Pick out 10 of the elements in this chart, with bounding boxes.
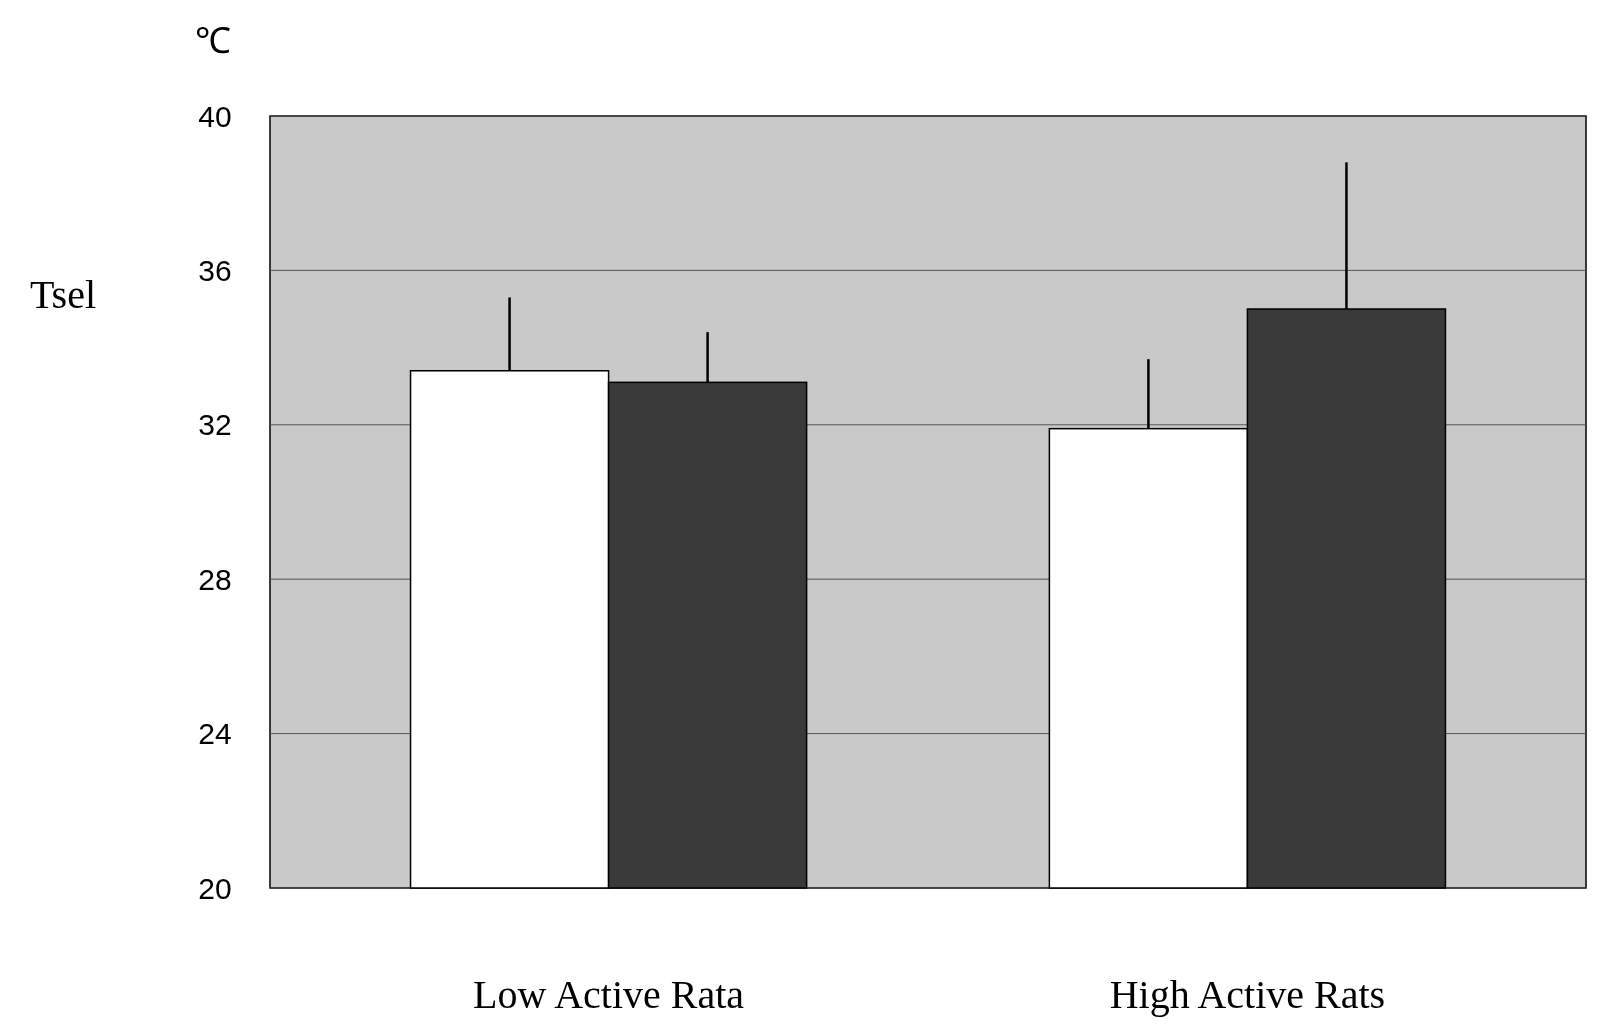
x-tick-label: High Active Rats (1109, 972, 1386, 1017)
y-tick-label: 32 (198, 408, 232, 442)
y-tick-label: 20 (198, 871, 232, 905)
y-axis-title: Tsel (29, 272, 97, 317)
y-tick-label: 40 (198, 99, 232, 133)
text: ℃ (195, 20, 231, 61)
y-tick-label: 24 (198, 717, 232, 751)
x-tick-label: Low Active Rata (473, 972, 745, 1017)
y-tick-label: 36 (198, 253, 232, 287)
y-tick-label: 28 (198, 562, 232, 596)
